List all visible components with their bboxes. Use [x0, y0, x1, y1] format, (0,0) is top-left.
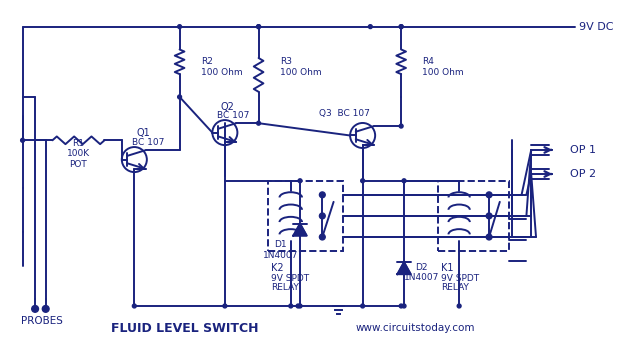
Circle shape [457, 304, 461, 308]
Text: D2
1N4007: D2 1N4007 [404, 262, 439, 282]
Circle shape [320, 213, 325, 219]
Circle shape [402, 304, 406, 308]
Text: R2
100 Ohm: R2 100 Ohm [201, 57, 242, 77]
Circle shape [298, 304, 302, 308]
Bar [438, 181, 509, 251]
Text: BC 107: BC 107 [133, 138, 165, 147]
Circle shape [320, 192, 325, 198]
Circle shape [486, 234, 492, 240]
Circle shape [133, 304, 136, 308]
Circle shape [399, 124, 403, 128]
Text: R1
100K
POT: R1 100K POT [67, 139, 90, 169]
Text: RELAY: RELAY [271, 283, 299, 292]
Text: BC 107: BC 107 [217, 111, 249, 120]
Circle shape [31, 305, 38, 312]
Text: RELAY: RELAY [441, 283, 468, 292]
Circle shape [257, 121, 260, 125]
Circle shape [361, 304, 365, 308]
Text: PROBES: PROBES [21, 317, 63, 326]
Text: Q2: Q2 [220, 102, 234, 112]
Circle shape [257, 25, 260, 29]
Circle shape [402, 179, 406, 183]
Circle shape [178, 95, 181, 99]
Circle shape [257, 25, 260, 29]
Circle shape [298, 179, 302, 183]
Circle shape [223, 304, 227, 308]
Text: R3
100 Ohm: R3 100 Ohm [280, 57, 321, 77]
Text: R4
100 Ohm: R4 100 Ohm [423, 57, 464, 77]
Text: www.circuitstoday.com: www.circuitstoday.com [356, 323, 475, 333]
Text: OP 1: OP 1 [569, 145, 596, 155]
Polygon shape [397, 262, 411, 274]
Bar [268, 181, 343, 251]
Circle shape [43, 305, 49, 312]
Text: K1: K1 [441, 263, 453, 273]
Text: D1
1N4007: D1 1N4007 [263, 240, 299, 260]
Circle shape [486, 192, 492, 198]
Text: Q3  BC 107: Q3 BC 107 [319, 109, 370, 118]
Text: Q1: Q1 [136, 128, 150, 138]
Circle shape [399, 25, 403, 29]
Circle shape [296, 304, 300, 308]
Text: 9V SPDT: 9V SPDT [271, 274, 309, 283]
Circle shape [178, 25, 181, 29]
Circle shape [399, 304, 403, 308]
Text: OP 2: OP 2 [569, 169, 596, 179]
Circle shape [486, 213, 492, 219]
Circle shape [368, 25, 372, 29]
Text: FLUID LEVEL SWITCH: FLUID LEVEL SWITCH [110, 322, 258, 335]
Circle shape [20, 138, 25, 142]
Text: 9V DC: 9V DC [579, 22, 614, 32]
Circle shape [289, 304, 292, 308]
Circle shape [399, 25, 403, 29]
Polygon shape [293, 223, 307, 236]
Text: K2: K2 [271, 263, 284, 273]
Text: 9V SPDT: 9V SPDT [441, 274, 479, 283]
Circle shape [361, 179, 365, 183]
Circle shape [320, 234, 325, 240]
